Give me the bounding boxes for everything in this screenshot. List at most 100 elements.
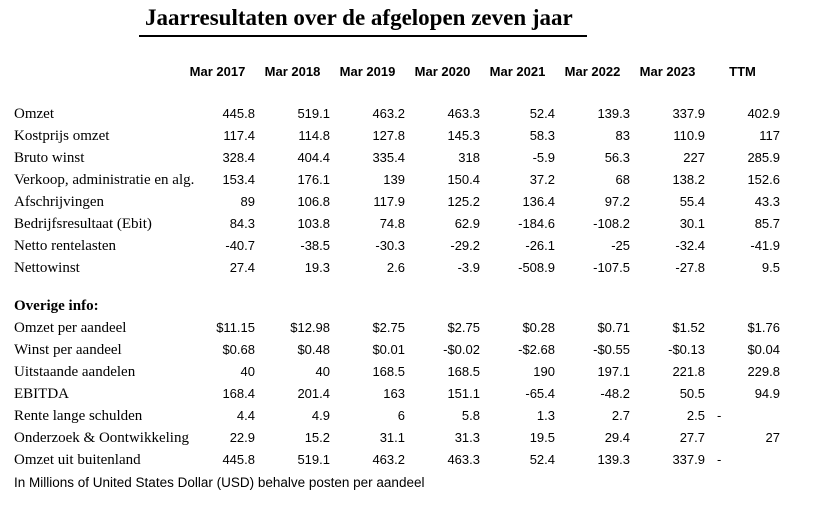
title-block: Jaarresultaten over de afgelopen zeven j… <box>139 4 587 37</box>
cell-value: 84.3 <box>229 216 255 231</box>
cell-value: 19.3 <box>304 260 330 275</box>
cell-value: 463.2 <box>372 106 405 121</box>
row-label: Omzet per aandeel <box>14 320 127 336</box>
cell-value: 85.7 <box>754 216 780 231</box>
cell-value: 168.4 <box>222 386 255 401</box>
cell-value: -184.6 <box>518 216 555 231</box>
cell-value: -38.5 <box>300 238 330 253</box>
cell-value: 40 <box>315 364 330 379</box>
row-label: Winst per aandeel <box>14 342 122 358</box>
cell-value: -$0.13 <box>668 342 705 357</box>
cell-value: 62.9 <box>454 216 480 231</box>
cell-value: 318 <box>458 150 480 165</box>
cell-value: 106.8 <box>297 194 330 209</box>
cell-value: 127.8 <box>372 128 405 143</box>
cell-value: 40 <box>240 364 255 379</box>
table-row: Omzet per aandeel $11.15 $12.98 $2.75 $2.75 $… <box>14 317 780 339</box>
cell-value: 285.9 <box>747 150 780 165</box>
cell-value: -26.1 <box>525 238 555 253</box>
cell-value: 37.2 <box>529 172 555 187</box>
cell-value: 2.7 <box>611 408 630 423</box>
cell-value: 58.3 <box>529 128 555 143</box>
cell-value: 150.4 <box>447 172 480 187</box>
table-row: Verkoop, administratie en alg. 153.4 176.1… <box>14 169 780 191</box>
table-row: Bedrijfsresultaat (Ebit) 84.3 103.8 74.8 62.… <box>14 213 780 235</box>
cell-value: $0.71 <box>597 320 630 335</box>
row-label: Rente lange schulden <box>14 408 143 424</box>
cell-value: 145.3 <box>447 128 480 143</box>
cell-value: 197.1 <box>597 364 630 379</box>
section-gap <box>14 279 780 295</box>
cell-value: -3.9 <box>457 260 480 275</box>
cell-value: 190 <box>533 364 555 379</box>
cell-value: 335.4 <box>372 150 405 165</box>
cell-value: -$2.68 <box>518 342 555 357</box>
cell-value: - <box>717 452 722 467</box>
cell-value: 125.2 <box>447 194 480 209</box>
cell-value: 404.4 <box>297 150 330 165</box>
cell-value: 94.9 <box>754 386 780 401</box>
cell-value: 6 <box>397 408 405 423</box>
table-row: Afschrijvingen 89 106.8 117.9 125.2 136.4 97.2… <box>14 191 780 213</box>
cell-value: 27.4 <box>229 260 255 275</box>
cell-value: 463.2 <box>372 452 405 467</box>
cell-value: 19.5 <box>529 430 555 445</box>
cell-value: 29.4 <box>604 430 630 445</box>
cell-value: 15.2 <box>304 430 330 445</box>
cell-value: 43.3 <box>754 194 780 209</box>
cell-value: 168.5 <box>447 364 480 379</box>
cell-value: 229.8 <box>747 364 780 379</box>
cell-value: 27 <box>765 430 780 445</box>
cell-value: 227 <box>683 150 705 165</box>
column-header: Mar 2019 <box>339 64 396 79</box>
cell-value: 201.4 <box>297 386 330 401</box>
cell-value: $1.52 <box>672 320 705 335</box>
column-header: TTM <box>729 64 756 79</box>
row-label: Omzet <box>14 106 54 122</box>
cell-value: -40.7 <box>225 238 255 253</box>
cell-value: 221.8 <box>672 364 705 379</box>
cell-value: 337.9 <box>672 106 705 121</box>
row-label: Onderzoek & Oontwikkeling <box>14 430 189 446</box>
table-row: Kostprijs omzet 117.4 114.8 127.8 145.3 58.3 8… <box>14 125 780 147</box>
cell-value: 103.8 <box>297 216 330 231</box>
cell-value: 110.9 <box>673 128 705 143</box>
table-row: Uitstaande aandelen 40 40 168.5 168.5 190 197.… <box>14 361 780 383</box>
cell-value: $0.04 <box>747 342 780 357</box>
row-label: Nettowinst <box>14 260 80 276</box>
cell-value: $0.68 <box>222 342 255 357</box>
cell-value: 30.1 <box>679 216 705 231</box>
cell-value: 153.4 <box>222 172 255 187</box>
cell-value: 168.5 <box>372 364 405 379</box>
cell-value: -108.2 <box>593 216 630 231</box>
cell-value: 445.8 <box>222 452 255 467</box>
cell-value: -41.9 <box>750 238 780 253</box>
table-row: Nettowinst 27.4 19.3 2.6 -3.9 -508.9 -107.5 -27… <box>14 257 780 279</box>
cell-value: 117 <box>759 128 780 143</box>
cell-value: 89 <box>240 194 255 209</box>
row-label: Kostprijs omzet <box>14 128 110 144</box>
row-label: Afschrijvingen <box>14 194 104 210</box>
table-row: EBITDA 168.4 201.4 163 151.1 -65.4 -48.2 50.5 94… <box>14 383 780 405</box>
column-header-row: Mar 2017 Mar 2018 Mar 2019 Mar 2020 Mar 2021… <box>14 61 780 83</box>
cell-value: 151.1 <box>447 386 480 401</box>
cell-value: 52.4 <box>529 106 555 121</box>
table-row: Netto rentelasten -40.7 -38.5 -30.3 -29.2 -26… <box>14 235 780 257</box>
cell-value: 68 <box>615 172 630 187</box>
cell-value: 1.3 <box>536 408 555 423</box>
cell-value: 31.1 <box>379 430 405 445</box>
cell-value: 519.1 <box>297 452 330 467</box>
cell-value: -29.2 <box>450 238 480 253</box>
cell-value: 114.8 <box>298 128 330 143</box>
cell-value: 22.9 <box>229 430 255 445</box>
cell-value: -508.9 <box>518 260 555 275</box>
table-row: Winst per aandeel $0.68 $0.48 $0.01 -$0.02 -$… <box>14 339 780 361</box>
cell-value: $0.01 <box>372 342 405 357</box>
header-gap <box>14 83 780 103</box>
page-title: Jaarresultaten over de afgelopen zeven j… <box>139 4 587 37</box>
cell-value: 9.5 <box>761 260 780 275</box>
cell-value: 5.8 <box>461 408 480 423</box>
cell-value: 56.3 <box>604 150 630 165</box>
cell-value: 50.5 <box>679 386 705 401</box>
